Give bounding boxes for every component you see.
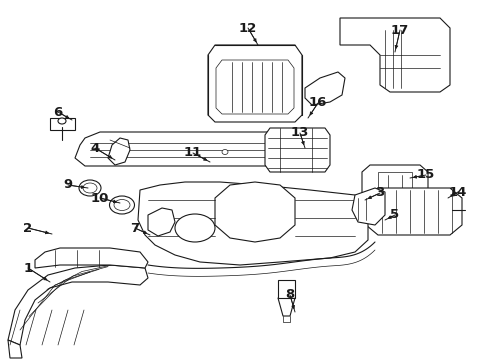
Text: 2: 2 — [23, 221, 33, 234]
Text: 7: 7 — [130, 221, 139, 234]
Polygon shape — [215, 182, 294, 242]
Polygon shape — [35, 248, 148, 268]
Text: 13: 13 — [290, 126, 308, 139]
Polygon shape — [108, 138, 130, 165]
Polygon shape — [148, 208, 175, 236]
Polygon shape — [207, 45, 302, 122]
Text: 17: 17 — [390, 23, 408, 36]
Ellipse shape — [222, 149, 227, 154]
Text: 1: 1 — [23, 261, 33, 274]
Polygon shape — [8, 265, 148, 345]
Ellipse shape — [79, 180, 101, 196]
Polygon shape — [138, 182, 367, 265]
Text: 4: 4 — [90, 141, 100, 154]
Text: 6: 6 — [53, 105, 62, 118]
Text: 16: 16 — [308, 96, 326, 109]
Text: 11: 11 — [183, 147, 202, 159]
Ellipse shape — [109, 196, 134, 214]
Text: 12: 12 — [238, 22, 257, 35]
Text: 3: 3 — [375, 186, 384, 199]
Text: 9: 9 — [63, 179, 72, 192]
Polygon shape — [264, 128, 329, 172]
Text: 10: 10 — [91, 192, 109, 204]
Polygon shape — [75, 132, 309, 166]
Ellipse shape — [83, 183, 97, 193]
Polygon shape — [361, 165, 427, 202]
Polygon shape — [50, 118, 75, 130]
Polygon shape — [216, 60, 293, 114]
Ellipse shape — [114, 199, 130, 211]
Polygon shape — [8, 340, 22, 358]
Polygon shape — [351, 188, 384, 225]
Ellipse shape — [58, 118, 66, 124]
Text: 5: 5 — [389, 208, 399, 221]
Polygon shape — [377, 172, 411, 195]
Polygon shape — [339, 18, 449, 92]
Ellipse shape — [175, 214, 215, 242]
Text: 8: 8 — [285, 288, 294, 302]
Polygon shape — [365, 188, 461, 235]
Text: 15: 15 — [416, 168, 434, 181]
Polygon shape — [278, 280, 294, 298]
Polygon shape — [305, 72, 345, 105]
Text: 14: 14 — [448, 185, 466, 198]
